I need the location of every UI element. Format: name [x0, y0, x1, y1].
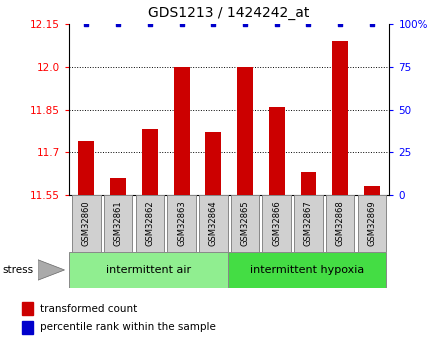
Bar [294, 195, 323, 252]
Bar [206, 132, 221, 195]
Text: GSM32863: GSM32863 [177, 200, 186, 246]
Polygon shape [38, 260, 65, 280]
Point [305, 21, 312, 27]
Bar [167, 195, 196, 252]
Bar [72, 195, 101, 252]
Point [337, 21, 344, 27]
Bar [364, 186, 380, 195]
Text: GSM32865: GSM32865 [241, 200, 250, 246]
Point [368, 21, 376, 27]
Bar [69, 252, 227, 288]
Bar [104, 195, 133, 252]
Text: intermittent hypoxia: intermittent hypoxia [250, 265, 364, 275]
Text: percentile rank within the sample: percentile rank within the sample [40, 322, 216, 332]
Bar [269, 107, 285, 195]
Bar [300, 172, 316, 195]
Bar [174, 67, 190, 195]
Bar [326, 195, 355, 252]
Text: transformed count: transformed count [40, 304, 138, 314]
Point [242, 21, 249, 27]
Bar [231, 195, 259, 252]
Text: GSM32868: GSM32868 [336, 200, 345, 246]
Point [83, 21, 90, 27]
Text: GSM32864: GSM32864 [209, 200, 218, 246]
Text: GSM32861: GSM32861 [113, 200, 123, 246]
Bar [263, 195, 291, 252]
Bar [78, 141, 94, 195]
Bar [227, 252, 386, 288]
Title: GDS1213 / 1424242_at: GDS1213 / 1424242_at [149, 6, 310, 20]
Point [114, 21, 121, 27]
Bar [22, 321, 33, 334]
Text: GSM32867: GSM32867 [304, 200, 313, 246]
Text: intermittent air: intermittent air [106, 265, 191, 275]
Text: GSM32866: GSM32866 [272, 200, 281, 246]
Point [210, 21, 217, 27]
Bar [22, 302, 33, 315]
Bar [237, 67, 253, 195]
Point [146, 21, 154, 27]
Text: GSM32869: GSM32869 [368, 200, 376, 246]
Point [178, 21, 185, 27]
Bar [332, 41, 348, 195]
Text: stress: stress [2, 265, 33, 275]
Text: GSM32862: GSM32862 [146, 200, 154, 246]
Text: GSM32860: GSM32860 [82, 200, 91, 246]
Bar [142, 129, 158, 195]
Bar [110, 178, 126, 195]
Bar [199, 195, 227, 252]
Bar [136, 195, 164, 252]
Point [273, 21, 280, 27]
Bar [358, 195, 386, 252]
